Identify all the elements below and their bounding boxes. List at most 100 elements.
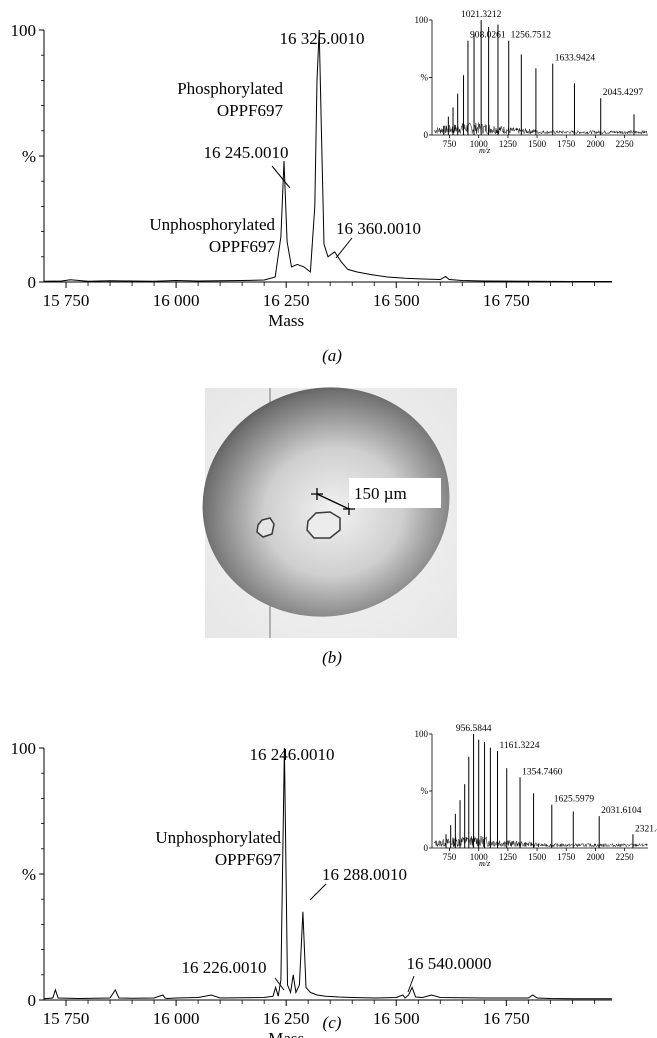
spectrum-line bbox=[43, 747, 612, 1000]
peak-annotation: 16 288.0010 bbox=[322, 865, 407, 884]
peak-annotation: 16 540.0000 bbox=[407, 954, 492, 973]
inset-x-tick-label: 2000 bbox=[586, 852, 605, 862]
panel-a-chart: 0% 100 15 750 16 000 16 250 16 500 16 750 Mass 1… bbox=[11, 10, 648, 330]
y-tick-label: 100 bbox=[11, 739, 37, 758]
annotation-leader-line bbox=[271, 165, 291, 189]
y-tick-label: 0 bbox=[28, 273, 37, 292]
panel-a-label-close: ) bbox=[335, 346, 342, 365]
peak-annotation: 16 325.0010 bbox=[280, 29, 365, 48]
panel-c-label-letter: c bbox=[328, 1013, 336, 1032]
species-label: OPPF697 bbox=[209, 237, 276, 256]
species-label: Unphosphorylated bbox=[155, 828, 281, 847]
x-tick-label: 16 250 bbox=[263, 291, 310, 310]
inset-peak-annotation: 1021.3212 bbox=[461, 10, 502, 20]
panel-b-label-open: ( bbox=[322, 648, 329, 667]
panel-b-label-letter: b bbox=[328, 648, 337, 667]
scale-bar-label: 150 µm bbox=[354, 484, 407, 503]
x-tick-label: 15 750 bbox=[43, 1009, 90, 1028]
x-tick-label: 16 000 bbox=[153, 291, 200, 310]
inset-x-tick-label: 1750 bbox=[557, 139, 576, 149]
inset-peak-annotation: 1256.7512 bbox=[511, 31, 552, 41]
species-label: OPPF697 bbox=[215, 850, 282, 869]
svg-text:(a): (a) bbox=[322, 346, 342, 365]
inset-x-tick-label: 750 bbox=[443, 139, 457, 149]
inset-y-tick-label: 0 bbox=[424, 843, 429, 853]
inset-y-tick-label: 0 bbox=[424, 130, 429, 140]
inset-peak-annotation: 2321.4158 bbox=[635, 824, 657, 834]
annotation-leader-line bbox=[274, 977, 285, 991]
panel-a-label-letter: a bbox=[328, 346, 337, 365]
scale-bar-cross-start bbox=[311, 488, 323, 500]
annotation-leader-line bbox=[335, 237, 353, 259]
x-axis-title: Mass bbox=[268, 311, 304, 330]
inset-x-tick-label: 1250 bbox=[499, 139, 518, 149]
inset-x-tick-label: 1500 bbox=[528, 139, 547, 149]
crystal-large bbox=[306, 511, 341, 539]
y-tick-label: % bbox=[22, 865, 36, 884]
crystallization-drop bbox=[202, 387, 450, 617]
inset-baseline-noise bbox=[434, 835, 648, 848]
inset-spectrum-c: 0% 100 750 1000 1250 1500 1750 2000 2250 m/z 956.5… bbox=[415, 724, 657, 868]
x-tick-label: 16 250 bbox=[263, 1009, 310, 1028]
panel-c-chart: 0% 100 15 750 16 000 16 250 16 500 16 750 Mass 1… bbox=[11, 724, 657, 1038]
inset-peak-annotation: 908.0261 bbox=[470, 31, 506, 41]
peak-annotation: 16 226.0010 bbox=[182, 958, 267, 977]
inset-y-tick-label: 100 bbox=[415, 15, 429, 25]
panel-c-label-close: ) bbox=[335, 1013, 342, 1032]
inset-x-tick-label: 750 bbox=[443, 852, 457, 862]
x-tick-label: 16 000 bbox=[153, 1009, 200, 1028]
inset-peak-annotation: 1625.5979 bbox=[554, 795, 595, 805]
peak-annotation: 16 245.0010 bbox=[204, 143, 289, 162]
y-tick-label: 0 bbox=[28, 991, 37, 1010]
annotation-leader-line bbox=[309, 883, 327, 901]
peak-annotation: 16 360.0010 bbox=[336, 219, 421, 238]
inset-peak-annotation: 1633.9424 bbox=[555, 54, 596, 64]
panel-b-label: (b) bbox=[322, 648, 342, 667]
inset-peak-annotation: 1354.7460 bbox=[522, 767, 563, 777]
inset-peak-annotation: 2045.4297 bbox=[603, 88, 644, 98]
x-tick-label: 15 750 bbox=[43, 291, 90, 310]
panel-b-micrograph: 150 µm bbox=[202, 387, 457, 638]
scale-bar-line bbox=[316, 493, 350, 510]
inset-x-tick-label: 2000 bbox=[586, 139, 605, 149]
species-label: Phosphorylated bbox=[177, 79, 283, 98]
svg-text:(c): (c) bbox=[323, 1013, 342, 1032]
inset-x-axis-title: m/z bbox=[479, 146, 491, 155]
inset-peak-annotation: 2031.6104 bbox=[601, 806, 642, 816]
y-tick-label: 100 bbox=[11, 21, 37, 40]
peak-annotation: 16 246.0010 bbox=[250, 745, 335, 764]
x-axis-title: Mass bbox=[268, 1029, 304, 1038]
panel-b-label-close: ) bbox=[335, 648, 342, 667]
x-tick-label: 16 500 bbox=[373, 291, 420, 310]
inset-x-tick-label: 1000 bbox=[470, 852, 489, 862]
inset-x-tick-label: 1250 bbox=[499, 852, 518, 862]
inset-peak-annotation: 956.5844 bbox=[456, 724, 492, 734]
x-tick-label: 16 500 bbox=[373, 1009, 420, 1028]
inset-peak-annotation: 1161.3224 bbox=[500, 741, 540, 751]
inset-x-tick-label: 2250 bbox=[616, 139, 635, 149]
species-label: OPPF697 bbox=[217, 101, 284, 120]
inset-x-tick-label: 1000 bbox=[470, 139, 489, 149]
spectrum-line bbox=[43, 29, 612, 282]
panel-c-label: (c) bbox=[323, 1013, 342, 1032]
panel-a-label: (a) bbox=[322, 346, 342, 365]
inset-y-tick-label: % bbox=[421, 73, 429, 83]
inset-baseline-noise bbox=[434, 122, 648, 135]
x-tick-label: 16 750 bbox=[483, 291, 530, 310]
crystal-small bbox=[256, 517, 275, 538]
inset-x-tick-label: 2250 bbox=[616, 852, 635, 862]
species-label: Unphosphorylated bbox=[149, 215, 275, 234]
inset-x-axis-title: m/z bbox=[479, 859, 491, 868]
svg-text:(b): (b) bbox=[322, 648, 342, 667]
x-tick-label: 16 750 bbox=[483, 1009, 530, 1028]
inset-y-tick-label: 100 bbox=[415, 729, 429, 739]
inset-spectrum-a: 0% 100 750 1000 1250 1500 1750 2000 2250 m/z 908.0… bbox=[415, 10, 648, 155]
y-tick-label: % bbox=[22, 147, 36, 166]
inset-x-tick-label: 1750 bbox=[557, 852, 576, 862]
inset-x-tick-label: 1500 bbox=[528, 852, 547, 862]
scale-bar-label-background bbox=[349, 478, 441, 508]
annotation-leader-line bbox=[407, 975, 415, 993]
inset-y-tick-label: % bbox=[421, 786, 429, 796]
panel-a-label-open: ( bbox=[322, 346, 329, 365]
